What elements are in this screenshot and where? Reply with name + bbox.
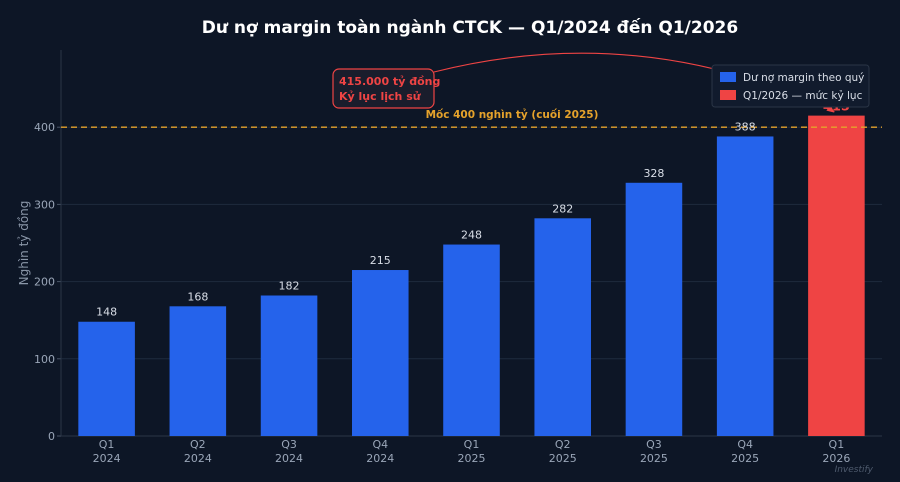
y-axis-title: Nghìn tỷ đồng [17, 201, 31, 286]
x-tick-label: 2025 [640, 452, 668, 465]
value-label: 388 [735, 120, 756, 133]
y-tick-label: 300 [34, 198, 55, 211]
x-tick-label: Q1 [99, 438, 115, 451]
annotation-text: 415.000 tỷ đồng [339, 75, 440, 88]
x-tick-label: 2024 [184, 452, 212, 465]
legend-swatch [720, 72, 736, 82]
annotation-arrowhead [826, 104, 835, 113]
x-tick-label: 2024 [275, 452, 303, 465]
legend: Dư nợ margin theo quý Q1/2026 — mức kỷ lụ… [711, 64, 870, 108]
annotation-box [332, 68, 435, 109]
x-tick-label: Q2 [190, 438, 206, 451]
value-label: 248 [461, 229, 482, 242]
annotation-group: 415.000 tỷ đồng Kỷ lục lịch sử [332, 52, 835, 113]
x-tick-label: 2024 [366, 452, 394, 465]
legend-swatch [720, 90, 736, 100]
x-tick-label: Q4 [737, 438, 753, 451]
x-tick-label: Q4 [372, 438, 388, 451]
x-tick-label: Q3 [281, 438, 297, 451]
watermark: Investify [835, 465, 874, 475]
x-tick-label: Q2 [555, 438, 571, 451]
y-tick-label: 0 [48, 430, 55, 443]
x-tick-label: Q1 [464, 438, 480, 451]
y-tick-label: 400 [34, 121, 55, 134]
y-tick-label: 200 [34, 276, 55, 289]
bar [443, 244, 500, 436]
bar [78, 321, 135, 436]
chart-title: Dư nợ margin toàn ngành CTCK — Q1/2024 đ… [202, 17, 738, 38]
bar [716, 136, 774, 437]
value-label: 148 [96, 306, 117, 319]
value-label: 282 [552, 202, 573, 215]
x-tick-label: 2025 [731, 452, 759, 465]
legend-entry-label: Dư nợ margin theo quý [743, 72, 864, 84]
y-tick-label: 100 [34, 353, 55, 366]
legend-entry-label: Q1/2026 — mức kỷ lục [743, 90, 863, 102]
value-label: 328 [643, 167, 664, 180]
value-label: 182 [279, 279, 300, 292]
reference-line-group: Mốc 400 nghìn tỷ (cuối 2025) [61, 108, 882, 128]
x-tick-label: 2026 [822, 452, 850, 465]
bar [351, 270, 409, 436]
x-tick-label: 2025 [549, 452, 577, 465]
x-tick-label: Q1 [829, 438, 845, 451]
legend-box [711, 64, 870, 108]
bar [260, 295, 318, 436]
bar [534, 218, 592, 436]
x-tick-label: 2024 [93, 452, 121, 465]
x-tick-label: Q3 [646, 438, 662, 451]
bar-layer [78, 115, 865, 437]
annotation-text: Kỷ lục lịch sử [339, 90, 422, 103]
value-label: 168 [187, 290, 208, 303]
bar [169, 306, 227, 436]
x-tick-label: 2025 [458, 452, 486, 465]
bar [625, 182, 683, 436]
value-label: 215 [370, 254, 391, 267]
reference-label: Mốc 400 nghìn tỷ (cuối 2025) [426, 108, 599, 121]
bar-record [808, 115, 865, 437]
